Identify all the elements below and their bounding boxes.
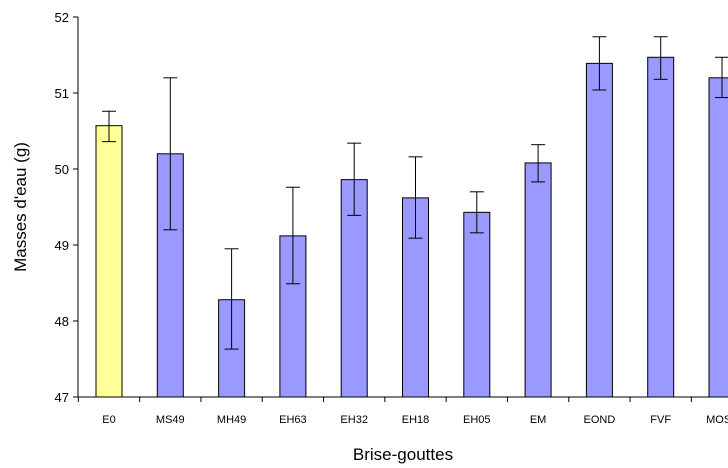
bar-e0	[95, 125, 123, 398]
x-tick-label: EH63	[279, 414, 307, 426]
x-tick-label: FVF	[650, 414, 671, 426]
error-bar-eh32	[347, 142, 362, 216]
y-tick-label: 50	[55, 162, 69, 177]
x-tick-label: MS49	[156, 414, 185, 426]
x-tick-label: MOST	[706, 414, 728, 426]
bar-em	[524, 162, 552, 398]
y-tick-label: 47	[55, 390, 69, 405]
x-tick-label: MH49	[217, 414, 246, 426]
bar-fvf	[647, 56, 675, 398]
y-tick-label: 49	[55, 238, 69, 253]
bars-layer	[95, 56, 728, 398]
x-tick-label: EH18	[402, 414, 430, 426]
bar-eh05	[463, 211, 491, 398]
error-bar-e0	[102, 110, 116, 143]
error-bar-mh49	[224, 248, 239, 350]
x-axis-title: Brise-gouttes	[353, 445, 453, 464]
y-tick-label: 52	[55, 10, 69, 25]
x-tick-label: EM	[530, 414, 547, 426]
error-bars-layer	[102, 36, 728, 350]
bar-most	[708, 77, 728, 398]
y-tick-label: 48	[55, 314, 69, 329]
x-ticks: E0 MS49 MH49 EH63 EH32 EH18 EH05 EM EOND FVF MOST	[77, 397, 728, 426]
bar-eh32	[340, 179, 368, 398]
error-bar-eond	[592, 36, 607, 91]
x-tick-label: EH05	[463, 414, 491, 426]
error-bar-eh63	[285, 186, 300, 285]
bar-eond	[585, 62, 613, 398]
error-bar-most	[715, 56, 728, 99]
error-bar-fvf	[653, 36, 668, 80]
x-tick-label: EH32	[340, 414, 368, 426]
x-tick-label: E0	[102, 414, 115, 426]
error-bar-eh18	[408, 156, 423, 239]
error-bar-em	[531, 144, 546, 183]
error-bar-ms49	[163, 77, 178, 231]
y-ticks: 47 48 49 50 51 52	[55, 10, 78, 405]
error-bar-eh05	[469, 191, 484, 234]
y-axis-title: Masses d'eau (g)	[11, 142, 30, 272]
x-tick-label: EOND	[584, 414, 616, 426]
y-tick-label: 51	[55, 86, 69, 101]
